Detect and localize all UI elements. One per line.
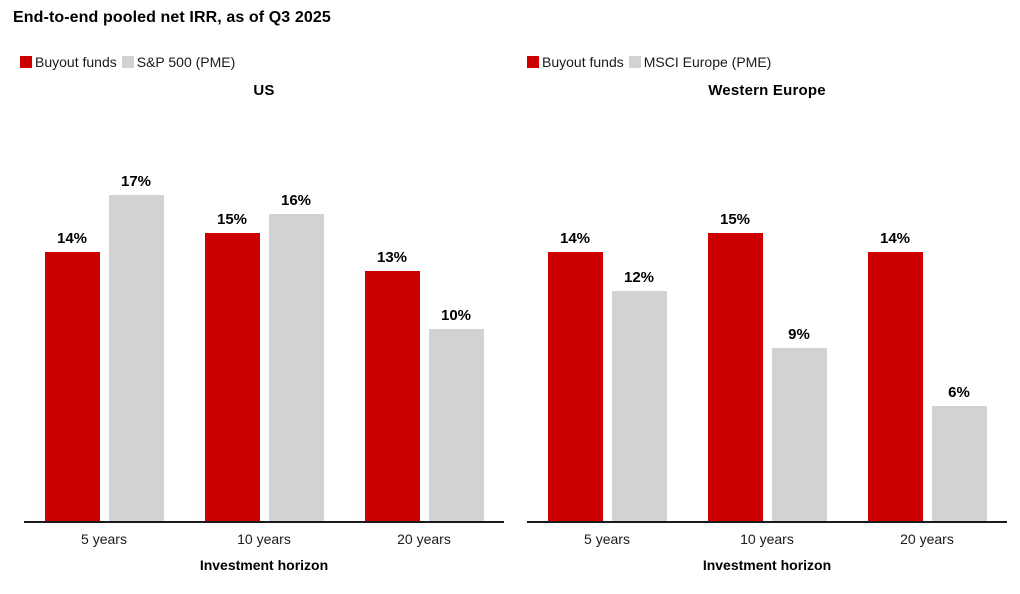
x-tick-label-20-years: 20 years [397,531,451,547]
page-title: End-to-end pooled net IRR, as of Q3 2025 [13,9,331,26]
bar-group-5-years: 14% 12% [547,230,667,521]
bar-wrap-msci-europe-pme-10-years: 9% [771,326,827,521]
legend-label: Buyout funds [542,54,624,70]
x-tick-label-10-years: 10 years [237,531,291,547]
plot-area: 14% 17% 15% 16% 13% 10% [24,100,504,523]
bar-wrap-msci-europe-pme-5-years: 12% [611,269,667,521]
bar-msci-europe-pme-5-years [611,291,667,521]
legend-item-buyout-funds: Buyout funds [527,54,624,70]
chart-western-europe: Buyout funds MSCI Europe (PME) Western Eu… [510,54,1020,573]
bar-s-p-500-pme-5-years [108,195,164,521]
bar-value-label: 10% [440,307,472,324]
bar-wrap-buyout-funds-20-years: 13% [364,249,420,521]
bar-value-label: 14% [879,230,911,247]
bar-value-label: 9% [788,326,810,343]
legend-swatch-buyout-funds [20,56,32,68]
chart-subtitle: US [253,82,275,99]
legend-item-msci-europe-pme: MSCI Europe (PME) [628,54,772,70]
bar-buyout-funds-20-years [364,271,420,521]
bar-wrap-buyout-funds-5-years: 14% [44,230,100,521]
chart-us-inner: Buyout funds S&P 500 (PME) US 14% 17% 15% 16… [20,54,504,573]
bar-wrap-buyout-funds-5-years: 14% [547,230,603,521]
bar-group-20-years: 13% 10% [364,249,484,521]
x-axis-tick-labels: 5 years 10 years 20 years [24,523,504,547]
bar-value-label: 12% [623,269,655,286]
bar-group-5-years: 14% 17% [44,173,164,521]
bar-group-20-years: 14% 6% [867,230,987,521]
bar-buyout-funds-5-years [547,252,603,521]
bar-value-label: 13% [376,249,408,266]
bar-value-label: 15% [719,211,751,228]
bar-buyout-funds-10-years [707,233,763,521]
bar-wrap-buyout-funds-10-years: 15% [204,211,260,521]
x-tick-label-10-years: 10 years [740,531,794,547]
bar-value-label: 14% [56,230,88,247]
x-axis-title: Investment horizon [702,557,832,573]
bar-value-label: 17% [120,173,152,190]
legend-swatch-s-p-500-pme [121,56,134,68]
chart-western-europe-inner: Buyout funds MSCI Europe (PME) Western Eu… [527,54,1007,573]
legend: Buyout funds MSCI Europe (PME) [527,54,1007,70]
bar-group-10-years: 15% 9% [707,211,827,521]
bar-buyout-funds-20-years [867,252,923,521]
bar-wrap-s-p-500-pme-5-years: 17% [108,173,164,521]
bar-buyout-funds-10-years [204,233,260,521]
bar-value-label: 15% [216,211,248,228]
legend-label: Buyout funds [35,54,117,70]
chart-us: Buyout funds S&P 500 (PME) US 14% 17% 15% 16… [0,54,510,573]
plot-area: 14% 12% 15% 9% 14% 6% [527,100,1007,523]
bar-buyout-funds-5-years [44,252,100,521]
bar-value-label: 6% [948,384,970,401]
bar-wrap-s-p-500-pme-20-years: 10% [428,307,484,521]
x-axis-tick-labels: 5 years 10 years 20 years [527,523,1007,547]
legend-swatch-msci-europe-pme [628,56,641,68]
bar-msci-europe-pme-20-years [931,406,987,521]
x-tick-label-20-years: 20 years [900,531,954,547]
legend-label: MSCI Europe (PME) [643,54,772,70]
bar-s-p-500-pme-10-years [268,214,324,521]
bar-group-10-years: 15% 16% [204,192,324,521]
x-tick-label-5-years: 5 years [81,531,127,547]
bar-wrap-buyout-funds-20-years: 14% [867,230,923,521]
x-tick-label-5-years: 5 years [584,531,630,547]
x-axis-title: Investment horizon [199,557,329,573]
bar-value-label: 14% [559,230,591,247]
bar-wrap-msci-europe-pme-20-years: 6% [931,384,987,521]
bar-s-p-500-pme-20-years [428,329,484,521]
bar-wrap-s-p-500-pme-10-years: 16% [268,192,324,521]
legend-swatch-buyout-funds [527,56,539,68]
legend-item-s-p-500-pme: S&P 500 (PME) [121,54,236,70]
chart-subtitle: Western Europe [708,82,826,99]
charts-row: Buyout funds S&P 500 (PME) US 14% 17% 15% 16… [0,54,1020,573]
bar-wrap-buyout-funds-10-years: 15% [707,211,763,521]
bar-value-label: 16% [280,192,312,209]
bar-msci-europe-pme-10-years [771,348,827,521]
legend-label: S&P 500 (PME) [136,54,236,70]
legend: Buyout funds S&P 500 (PME) [20,54,500,70]
legend-item-buyout-funds: Buyout funds [20,54,117,70]
